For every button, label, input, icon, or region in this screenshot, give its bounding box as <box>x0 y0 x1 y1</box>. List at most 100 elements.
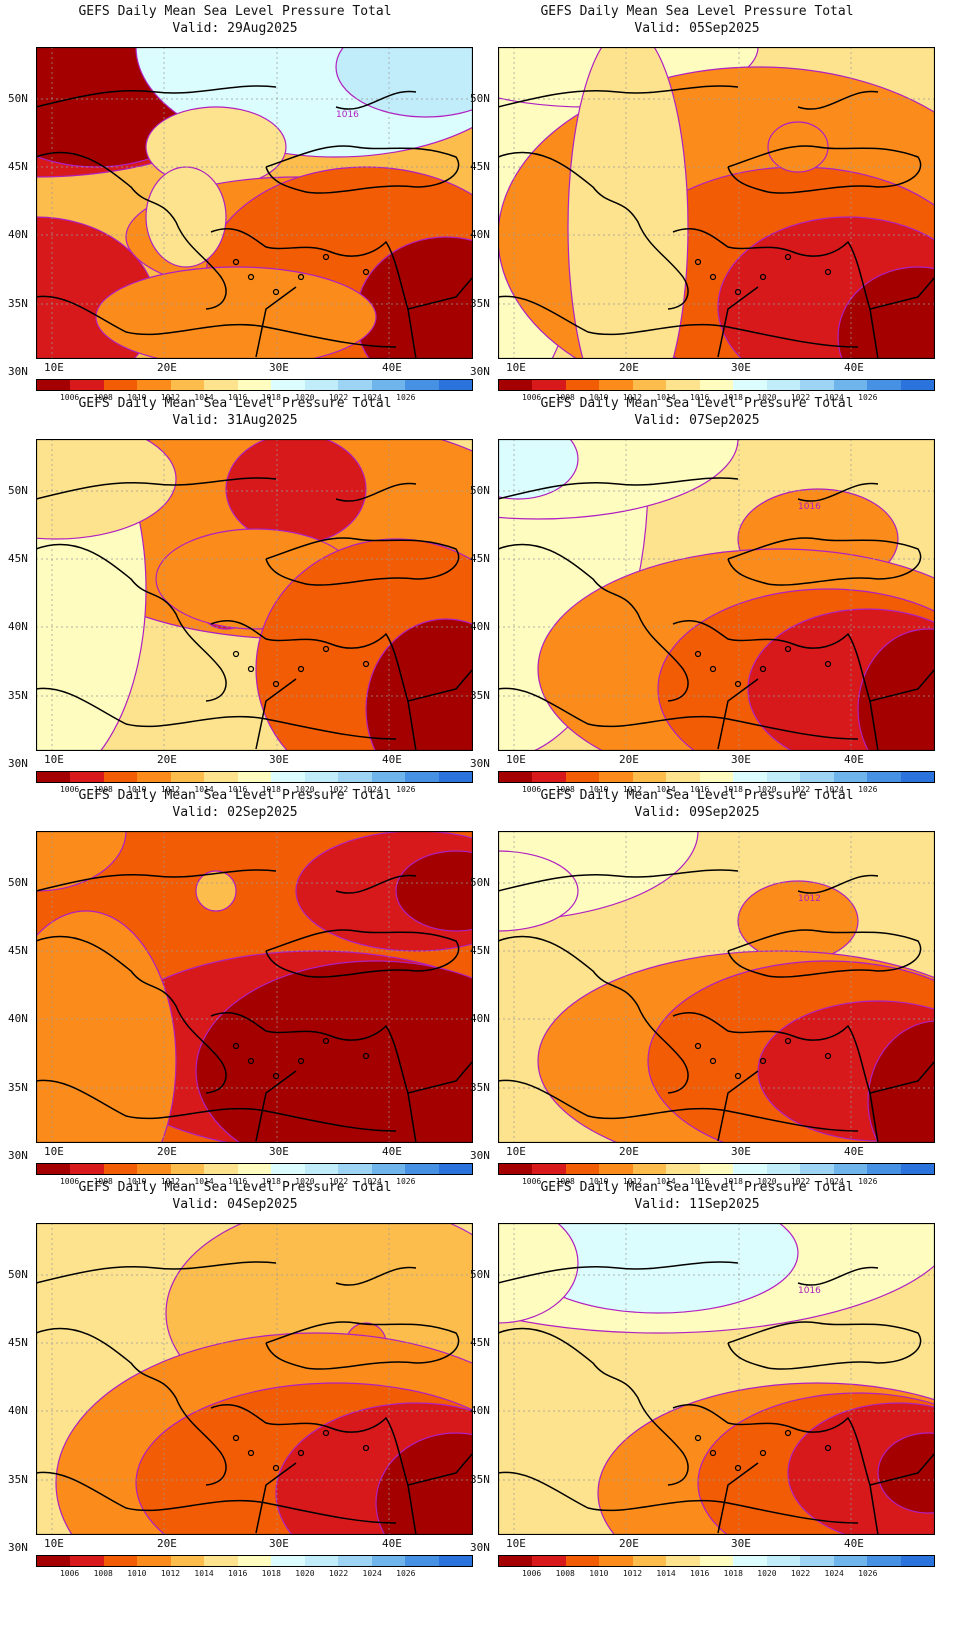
colorbar-swatch <box>438 772 473 782</box>
colorbar-label: 1010 <box>127 1177 147 1186</box>
colorbar-label: 1016 <box>228 785 248 794</box>
longitude-label: 20E <box>619 1537 639 1550</box>
colorbar-label: 1024 <box>362 785 382 794</box>
colorbar-label: 1014 <box>194 1177 214 1186</box>
colorbar-swatch <box>371 380 406 390</box>
latitude-label: 35N <box>470 297 490 310</box>
colorbar-swatch <box>499 1556 533 1566</box>
latitude-label: 30N <box>8 1149 28 1162</box>
colorbar-label: 1012 <box>622 1177 643 1186</box>
colorbar-label: 1012 <box>160 785 181 794</box>
latitude-label: 45N <box>470 160 490 173</box>
colorbar-swatch <box>867 772 901 782</box>
latitude-label: 35N <box>8 1473 28 1486</box>
pressure-contour-region <box>867 1020 935 1143</box>
colorbar-swatch <box>338 1164 372 1174</box>
colorbar-swatch <box>766 772 801 782</box>
colorbar-swatch <box>532 380 566 390</box>
colorbar-swatch <box>565 772 600 782</box>
pressure-map: 1016 <box>498 1223 935 1535</box>
colorbar-label: 1020 <box>757 1569 777 1578</box>
colorbar-label: 1012 <box>160 393 181 402</box>
colorbar-label: 1024 <box>362 1569 382 1578</box>
latitude-label: 40N <box>470 1012 490 1025</box>
colorbar-label: 1020 <box>757 785 777 794</box>
latitude-label: 40N <box>470 1404 490 1417</box>
panel-title: GEFS Daily Mean Sea Level Pressure Total <box>78 396 392 411</box>
colorbar-label: 1006 <box>59 393 80 402</box>
longitude-label: 40E <box>382 1145 402 1158</box>
longitude-label: 30E <box>731 1145 751 1158</box>
longitude-label: 10E <box>506 361 526 374</box>
colorbar-swatch <box>800 1164 834 1174</box>
latitude-label: 35N <box>8 1081 28 1094</box>
colorbar-swatch <box>632 772 667 782</box>
longitude-label: 40E <box>382 753 402 766</box>
colorbar <box>36 771 473 783</box>
colorbar-swatch <box>204 1164 238 1174</box>
colorbar-swatch <box>565 1164 600 1174</box>
colorbar-swatch <box>70 1556 104 1566</box>
colorbar-label: 1024 <box>824 1177 844 1186</box>
colorbar-label: 1016 <box>228 1177 248 1186</box>
colorbar-label: 1016 <box>690 1177 710 1186</box>
latitude-label: 35N <box>8 297 28 310</box>
colorbar-swatch <box>666 1164 700 1174</box>
colorbar-label: 1014 <box>656 393 676 402</box>
latitude-label: 45N <box>8 552 28 565</box>
latitude-label: 35N <box>470 1081 490 1094</box>
colorbar-label: 1006 <box>521 785 542 794</box>
colorbar-label: 1024 <box>824 785 844 794</box>
pressure-map <box>498 47 935 359</box>
pressure-map <box>36 831 473 1143</box>
colorbar-swatch <box>800 1556 834 1566</box>
colorbar-label: 1014 <box>656 1569 676 1578</box>
longitude-label: 40E <box>382 361 402 374</box>
colorbar-label: 1008 <box>93 785 113 794</box>
latitude-label: 45N <box>8 160 28 173</box>
colorbar-swatch <box>37 1164 71 1174</box>
colorbar-label: 1022 <box>328 785 349 794</box>
colorbar-swatch <box>271 380 305 390</box>
colorbar-swatch <box>103 1164 138 1174</box>
colorbar-swatch <box>733 380 767 390</box>
colorbar-swatch <box>800 772 834 782</box>
colorbar-swatch <box>204 772 238 782</box>
panel-valid-date: Valid: 31Aug2025 <box>172 413 298 428</box>
longitude-label: 20E <box>619 753 639 766</box>
pressure-contour-region <box>145 166 227 268</box>
colorbar-swatch <box>70 1164 104 1174</box>
latitude-label: 45N <box>470 944 490 957</box>
colorbar-swatch <box>766 380 801 390</box>
colorbar-swatch <box>304 772 339 782</box>
colorbar-swatch <box>237 772 272 782</box>
colorbar-label: 1016 <box>690 393 710 402</box>
pressure-contour-region <box>395 850 473 932</box>
colorbar-swatch <box>733 772 767 782</box>
longitude-label: 30E <box>269 1145 289 1158</box>
colorbar-label: 1010 <box>589 1177 609 1186</box>
colorbar-label: 1008 <box>555 1177 575 1186</box>
colorbar-label: 1020 <box>757 1177 777 1186</box>
colorbar-swatch <box>338 772 372 782</box>
colorbar-swatch <box>405 1164 439 1174</box>
longitude-label: 30E <box>269 361 289 374</box>
latitude-label: 30N <box>470 1149 490 1162</box>
latitude-label: 50N <box>470 1268 490 1281</box>
map-panel: GEFS Daily Mean Sea Level Pressure Total… <box>0 1176 473 1584</box>
contour-label: 1016 <box>798 1286 821 1296</box>
colorbar-label: 1024 <box>824 393 844 402</box>
colorbar-swatch <box>699 1164 734 1174</box>
longitude-label: 40E <box>844 753 864 766</box>
colorbar-swatch <box>237 380 272 390</box>
contour-label: 1012 <box>798 894 821 904</box>
colorbar-swatch <box>833 380 868 390</box>
colorbar-swatch <box>103 772 138 782</box>
colorbar-swatch <box>532 1556 566 1566</box>
colorbar-swatch <box>137 380 171 390</box>
longitude-label: 20E <box>157 753 177 766</box>
map-panel: GEFS Daily Mean Sea Level Pressure Total… <box>462 784 935 1192</box>
panel-title: GEFS Daily Mean Sea Level Pressure Total <box>78 4 392 19</box>
colorbar-label: 1020 <box>757 393 777 402</box>
pressure-map <box>36 439 473 751</box>
